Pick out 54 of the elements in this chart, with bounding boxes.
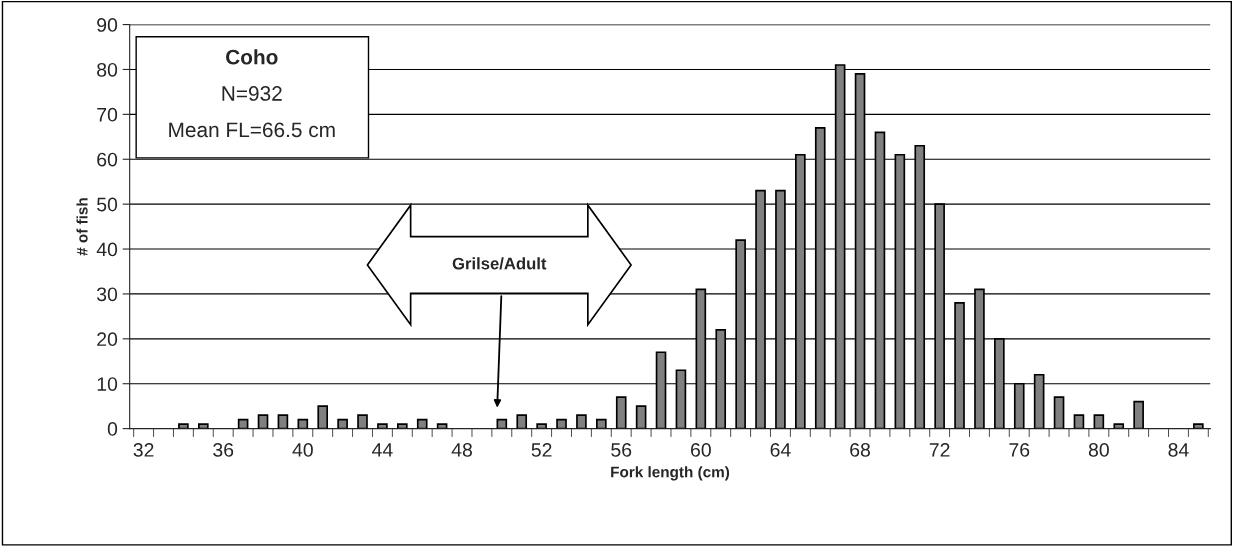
- x-tick-label: 72: [929, 443, 950, 457]
- x-axis-title: Fork length (cm): [611, 466, 730, 481]
- bar: [277, 414, 289, 429]
- x-tick-label: 68: [850, 443, 871, 457]
- bar: [635, 405, 647, 429]
- bar: [516, 414, 528, 429]
- bar: [556, 418, 567, 429]
- y-tick-label: 70: [97, 107, 118, 122]
- bar: [397, 423, 408, 429]
- bar: [1113, 423, 1125, 429]
- y-tick-label: 80: [97, 62, 118, 77]
- y-tick-label: 90: [97, 18, 118, 32]
- x-tick-label: 40: [292, 443, 313, 457]
- bar: [596, 418, 607, 429]
- bar: [337, 418, 348, 429]
- x-tick-label: 52: [531, 443, 552, 457]
- x-tick-label: 80: [1088, 443, 1109, 457]
- y-tick-label: 60: [97, 152, 118, 167]
- x-tick-label: 44: [372, 443, 393, 457]
- x-tick-label: 64: [770, 443, 791, 457]
- y-tick-label: 40: [96, 242, 118, 257]
- y-tick-label: 10: [97, 377, 118, 391]
- bar: [436, 423, 448, 429]
- bar: [197, 423, 209, 429]
- y-axis-title: # of fish: [76, 198, 88, 256]
- bar: [1073, 414, 1085, 429]
- bar: [257, 414, 269, 429]
- y-tick-label: 0: [107, 422, 118, 436]
- x-tick-label: 36: [213, 443, 234, 457]
- bar: [536, 423, 547, 429]
- y-tick-label: 30: [96, 287, 118, 302]
- bar: [615, 396, 627, 429]
- x-tick-label: 84: [1168, 443, 1189, 457]
- bar: [576, 414, 587, 429]
- text: Coho: [226, 49, 278, 65]
- annotation: Mean FL=66.5 cm: [169, 122, 335, 138]
- bar: [1053, 396, 1065, 429]
- x-tick-label: 56: [611, 443, 632, 457]
- bar: [178, 423, 189, 429]
- annotation: Grilse/Adult: [452, 257, 547, 270]
- bar: [377, 423, 388, 429]
- x-tick-label: 48: [451, 443, 472, 457]
- x-tick-label: 76: [1009, 443, 1030, 457]
- y-tick-label: 20: [97, 332, 118, 347]
- x-tick-label: 32: [133, 443, 154, 457]
- x-tick-label: 60: [691, 443, 711, 457]
- bar: [416, 418, 428, 429]
- bar: [317, 405, 329, 429]
- bar: [1133, 400, 1144, 429]
- y-tick-label: 50: [97, 197, 118, 212]
- annotation: N=932: [222, 86, 282, 101]
- bar: [1193, 423, 1204, 429]
- bar: [1093, 414, 1105, 429]
- bar: [357, 414, 368, 429]
